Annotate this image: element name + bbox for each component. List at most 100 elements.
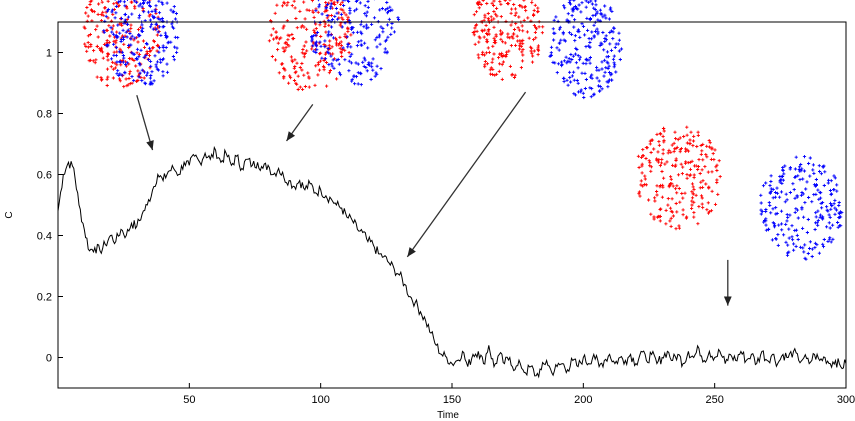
particle-marker (793, 196, 797, 200)
particle-marker (806, 217, 810, 222)
particle-marker (329, 54, 333, 58)
particle-marker (576, 81, 580, 85)
particle-marker (596, 18, 600, 22)
particle-marker (327, 30, 331, 34)
particle-marker (307, 76, 311, 80)
particle-marker (397, 17, 401, 22)
particle-marker (768, 184, 772, 188)
particle-marker (700, 168, 704, 172)
particle-marker (563, 6, 567, 10)
particle-marker (361, 60, 365, 64)
particle-marker (343, 0, 347, 2)
particle-marker (94, 58, 98, 62)
particle-marker (580, 1, 584, 5)
particle-marker (706, 211, 711, 215)
particle-marker (567, 0, 571, 4)
particle-marker (116, 23, 120, 27)
particle-marker (644, 156, 648, 161)
particle-marker (537, 25, 541, 29)
particle-marker (769, 187, 773, 191)
particle-marker (337, 62, 341, 66)
particle-marker (329, 25, 334, 29)
particle-marker (831, 223, 835, 227)
particle-marker (94, 28, 98, 32)
particle-marker (96, 35, 100, 39)
particle-marker (692, 188, 696, 192)
particle-marker (514, 11, 518, 15)
particle-marker (595, 65, 599, 69)
particle-marker (175, 46, 179, 50)
particle-marker (365, 69, 369, 73)
particle-marker (660, 195, 664, 199)
particle-marker (362, 64, 366, 68)
particle-marker (486, 11, 490, 16)
particle-marker (122, 0, 126, 4)
particle-marker (115, 63, 119, 67)
particle-marker (492, 52, 496, 56)
particle-marker (289, 76, 293, 80)
particle-marker (689, 130, 693, 134)
particle-marker (85, 5, 89, 10)
particle-marker (485, 38, 489, 42)
particle-marker (573, 39, 577, 43)
particle-marker (776, 243, 780, 247)
particle-marker (488, 68, 492, 72)
particle-marker (707, 145, 712, 149)
particle-marker (151, 27, 155, 31)
particle-marker (510, 73, 514, 77)
particle-marker (590, 87, 594, 91)
particle-marker (381, 27, 385, 31)
particle-marker (798, 165, 802, 169)
particle-marker (125, 35, 129, 39)
particle-marker (822, 183, 826, 188)
particle-marker (769, 174, 773, 178)
particle-marker (674, 163, 678, 167)
particle-marker (359, 39, 363, 43)
particle-marker (498, 52, 502, 56)
particle-marker (509, 11, 513, 15)
particle-marker (314, 64, 318, 68)
particle-marker (588, 45, 592, 49)
particle-marker (595, 76, 599, 80)
particle-marker (506, 35, 510, 39)
particle-marker (109, 57, 114, 61)
particle-marker (807, 161, 811, 166)
particle-marker (833, 206, 837, 210)
particle-marker (714, 165, 718, 169)
particle-marker (130, 34, 134, 38)
particle-marker (669, 224, 673, 228)
particle-marker (610, 9, 614, 13)
particle-marker (674, 137, 678, 141)
particle-marker (770, 238, 774, 242)
particle-marker (520, 5, 524, 9)
particle-marker (503, 0, 507, 2)
particle-marker (106, 75, 110, 79)
particle-marker (715, 178, 719, 182)
particle-marker (92, 49, 96, 53)
particle-marker (116, 69, 120, 73)
particle-marker (597, 79, 601, 83)
particle-marker (105, 77, 109, 81)
particle-marker (123, 13, 127, 17)
particle-marker (610, 78, 614, 82)
particle-marker (300, 24, 304, 28)
particle-marker (603, 39, 607, 43)
particle-marker (607, 70, 612, 75)
particle-marker (171, 54, 175, 59)
particle-marker (132, 52, 136, 56)
particle-marker (490, 1, 494, 5)
particle-marker (521, 29, 525, 33)
particle-marker (317, 68, 322, 72)
particle-marker (388, 5, 392, 9)
particle-marker (319, 34, 323, 39)
particle-marker (530, 46, 534, 50)
particle-marker (606, 61, 610, 65)
particle-marker (286, 1, 290, 5)
particle-marker (322, 58, 326, 63)
particle-marker (827, 213, 831, 217)
particle-marker (595, 27, 599, 31)
particle-marker (111, 67, 115, 71)
particle-marker (583, 33, 587, 37)
particle-marker (155, 49, 159, 53)
particle-marker (573, 52, 578, 56)
